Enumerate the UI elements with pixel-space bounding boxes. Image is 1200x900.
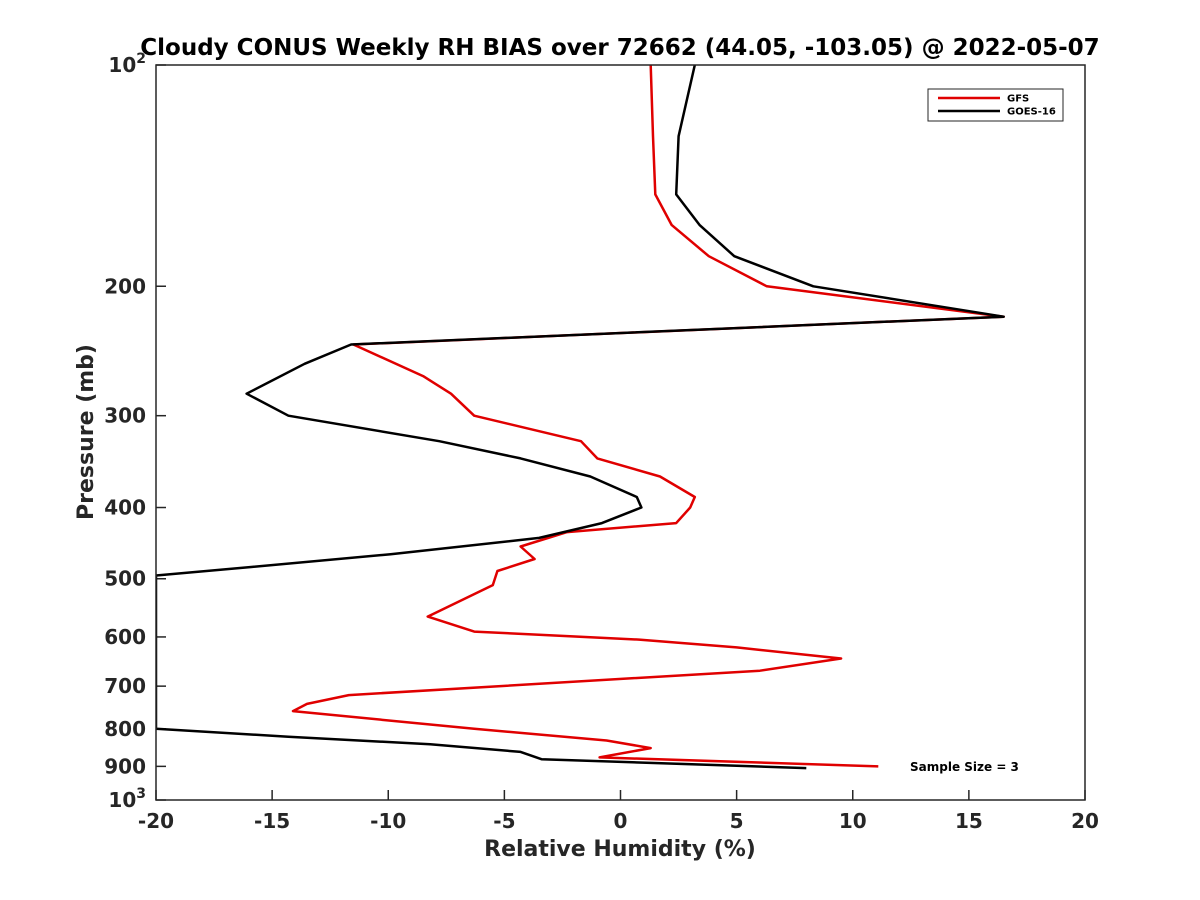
series-line-goes-16 bbox=[156, 65, 1005, 770]
legend: GFS GOES-16 bbox=[927, 88, 1064, 122]
x-tick-label: -5 bbox=[493, 809, 515, 833]
y-tick-label: 500 bbox=[104, 567, 146, 591]
y-tick-exponent: 3 bbox=[136, 786, 146, 802]
legend-label-gfs: GFS bbox=[1007, 94, 1029, 105]
y-tick-label: 400 bbox=[104, 496, 146, 520]
y-axis-label: Pressure (mb) bbox=[74, 344, 99, 520]
y-tick-exponent: 2 bbox=[136, 51, 146, 67]
y-tick-label: 200 bbox=[104, 274, 146, 298]
x-axis-label: Relative Humidity (%) bbox=[484, 837, 756, 862]
plot-frame bbox=[155, 64, 1086, 801]
x-tick-label: 5 bbox=[730, 809, 744, 833]
x-tick-label: 20 bbox=[1071, 809, 1099, 833]
y-tick-base: 10 bbox=[108, 788, 136, 812]
y-tick-label: 900 bbox=[104, 754, 146, 778]
x-tick-label: -20 bbox=[138, 809, 174, 833]
series-layer bbox=[156, 65, 1005, 770]
x-tick-label: 15 bbox=[955, 809, 983, 833]
y-tick-label-power: 102 bbox=[108, 51, 146, 77]
y-tick-label: 600 bbox=[104, 625, 146, 649]
series-line-gfs bbox=[291, 65, 1005, 768]
sample-size-note: Sample Size = 3 bbox=[910, 760, 1019, 774]
y-tick-label: 700 bbox=[104, 674, 146, 698]
x-tick-label: -10 bbox=[370, 809, 406, 833]
legend-box bbox=[927, 88, 1064, 122]
x-axis-ticks: -20 -15 -10 -5 0 5 10 15 20 bbox=[138, 790, 1099, 833]
y-tick-base: 10 bbox=[108, 53, 136, 77]
x-tick-label: -15 bbox=[254, 809, 290, 833]
legend-label-goes-16: GOES-16 bbox=[1007, 107, 1056, 118]
chart-title: Cloudy CONUS Weekly RH BIAS over 72662 (… bbox=[140, 35, 1099, 61]
x-tick-label: 10 bbox=[839, 809, 867, 833]
y-tick-label-power: 103 bbox=[108, 786, 146, 812]
y-tick-label: 300 bbox=[104, 404, 146, 428]
x-tick-label: 0 bbox=[614, 809, 628, 833]
y-tick-label: 800 bbox=[104, 717, 146, 741]
